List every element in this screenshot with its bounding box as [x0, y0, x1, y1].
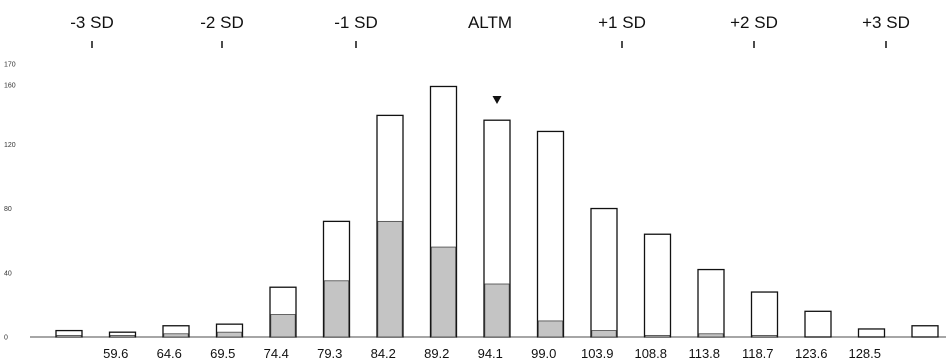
x-tick-label: 113.8	[688, 346, 720, 361]
bar-subset	[109, 334, 136, 338]
bar-total	[750, 291, 779, 338]
y-tick-label: 170	[4, 62, 16, 69]
sd-axis: -3 SD -2 SD -1 SD ALTM +1 SD +2 SD +3 SD	[70, 13, 910, 48]
sd-label: -1 SD	[334, 13, 377, 32]
bar-subset	[751, 334, 778, 338]
bar-subset	[430, 246, 457, 338]
bar-subset	[56, 334, 82, 338]
x-tick-label: 64.6	[157, 346, 182, 361]
bar-subset	[323, 280, 350, 338]
x-tick-label: 94.1	[478, 346, 503, 361]
bar-subset	[644, 334, 671, 338]
x-tick-label: 118.7	[742, 346, 774, 361]
bar-total	[643, 233, 672, 338]
sd-label: ALTM	[468, 13, 512, 32]
bar-subset	[484, 283, 510, 338]
x-tick-label: 103.9	[581, 346, 614, 361]
x-tick-label: 99.0	[531, 346, 556, 361]
y-axis: 0 40 80 120 160 170	[4, 62, 16, 342]
y-tick-label: 0	[4, 335, 8, 342]
sd-label: -3 SD	[70, 13, 113, 32]
x-tick-label: 128.5	[848, 346, 881, 361]
bar-subset	[591, 330, 617, 338]
x-tick-label: 123.6	[795, 346, 828, 361]
y-tick-label: 40	[4, 270, 12, 277]
bar-total	[857, 328, 886, 338]
x-tick-label: 59.6	[103, 346, 128, 361]
x-tick-label: 84.2	[371, 346, 396, 361]
x-tick-label: 74.4	[264, 346, 289, 361]
sd-label: +3 SD	[862, 13, 910, 32]
y-tick-label: 120	[4, 142, 16, 149]
bar-subset	[537, 320, 564, 338]
y-tick-label: 160	[4, 83, 16, 90]
y-tick-label: 80	[4, 206, 12, 213]
bar-total	[536, 130, 565, 338]
bar-total	[697, 268, 725, 338]
sd-label: +1 SD	[598, 13, 646, 32]
bars	[55, 85, 939, 338]
bar-subset	[163, 333, 189, 338]
bar-subset	[377, 220, 403, 338]
sd-label: +2 SD	[730, 13, 778, 32]
bar-total	[804, 310, 832, 338]
bar-total	[590, 207, 618, 338]
x-tick-label: 89.2	[424, 346, 449, 361]
bar-subset	[270, 314, 296, 338]
x-tick-label: 69.5	[210, 346, 235, 361]
x-axis: 59.6 64.6 69.5 74.4 79.3 84.2 89.2 94.1 99.0 103.…	[103, 346, 881, 361]
marker-layer	[492, 96, 502, 104]
sd-label: -2 SD	[200, 13, 243, 32]
x-tick-label: 79.3	[317, 346, 342, 361]
mean-marker-icon	[492, 96, 502, 104]
bar-total	[911, 325, 939, 338]
bar-subset	[216, 331, 243, 338]
x-tick-label: 108.8	[634, 346, 667, 361]
bar-subset	[698, 333, 724, 338]
